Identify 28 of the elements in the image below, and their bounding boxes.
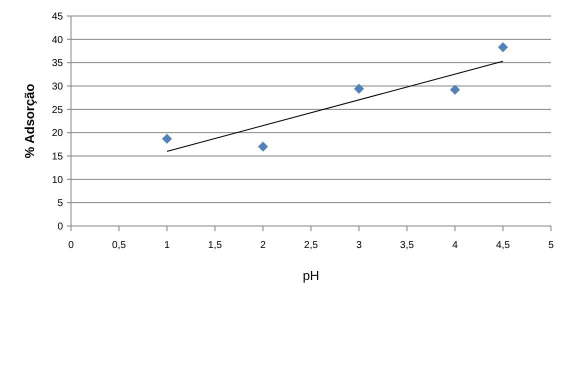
point — [450, 84, 460, 95]
x-tick-label: 3 — [356, 240, 362, 251]
y-tick-label: 10 — [52, 174, 64, 186]
point — [354, 84, 364, 94]
x-tick-label: 1,5 — [208, 240, 222, 251]
x-axis-title: pH — [302, 268, 320, 283]
y-tick-label: 25 — [52, 104, 64, 116]
point — [162, 134, 172, 144]
y-tick-label: 15 — [52, 152, 64, 162]
y-tick-label: 45 — [52, 12, 64, 22]
y-tick-label: 40 — [52, 34, 64, 46]
x-tick-label: 2 — [260, 240, 266, 251]
point — [258, 142, 268, 152]
y-axis-title: % Adsorção — [22, 84, 37, 158]
y-tick-label: 35 — [52, 58, 64, 70]
x-tick-label: 2,5 — [304, 240, 318, 251]
y-tick-label: 5 — [57, 198, 64, 210]
y-tick-label: 20 — [52, 128, 64, 140]
x-tick-label: 4,5 — [496, 240, 510, 251]
x-tick-label: 4 — [452, 240, 458, 251]
x-tick-label: 5 — [548, 240, 554, 251]
x-tick-label: 0 — [68, 240, 74, 251]
x-tick-label: 3,5 — [400, 240, 414, 251]
point — [498, 42, 508, 52]
x-tick-label: 1 — [164, 240, 170, 251]
x-tick-label: 0,5 — [112, 240, 126, 251]
y-tick-label: 30 — [52, 82, 64, 92]
y-tick-label: 0 — [57, 222, 64, 232]
